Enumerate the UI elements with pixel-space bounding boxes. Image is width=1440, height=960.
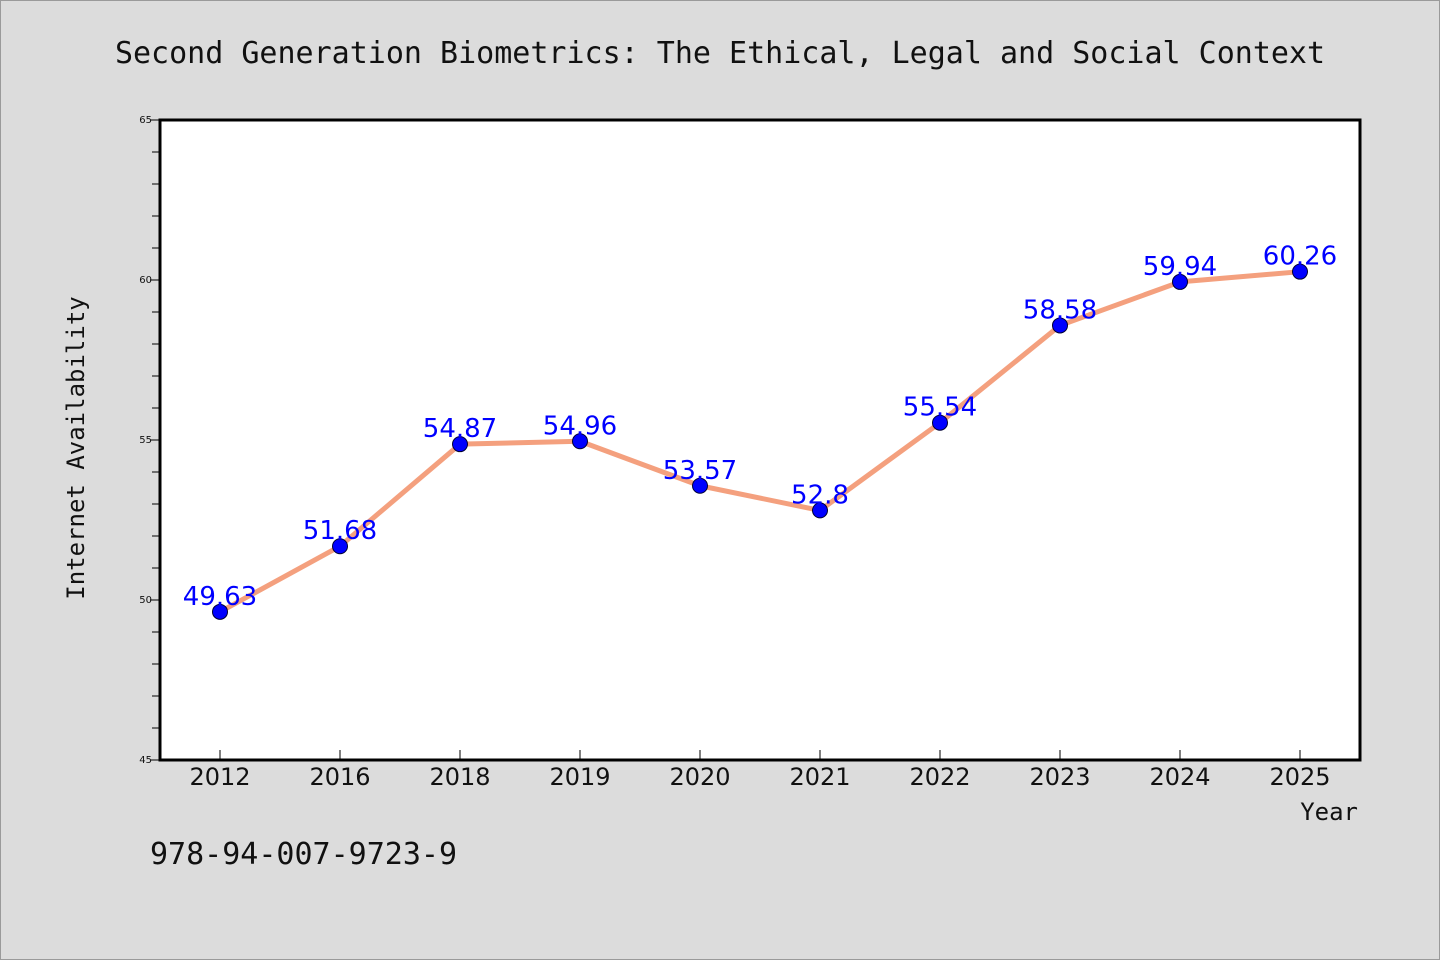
data-label: 54.87 bbox=[423, 414, 497, 444]
data-label: 52.8 bbox=[791, 480, 849, 510]
x-tick-label: 2025 bbox=[1269, 763, 1330, 791]
data-point bbox=[1292, 263, 1308, 280]
x-tick-label: 2023 bbox=[1029, 763, 1090, 791]
y-tick-label: 60 bbox=[139, 275, 152, 286]
series-markers bbox=[212, 263, 1308, 620]
isbn-text: 978-94-007-9723-9 bbox=[150, 837, 457, 872]
series-line bbox=[218, 269, 1301, 615]
data-labels: 49.63 51.68 54.87 54.96 53.57 52.8 55.54 58.58 5… bbox=[183, 242, 1337, 612]
data-label: 55.54 bbox=[903, 393, 977, 423]
data-label: 51.68 bbox=[303, 516, 377, 546]
y-axis: 45 50 55 60 65 bbox=[139, 115, 160, 766]
plot-area bbox=[158, 118, 1362, 762]
x-tick-label: 2020 bbox=[669, 763, 730, 791]
x-tick-label: 2012 bbox=[189, 763, 250, 791]
y-tick-label: 50 bbox=[139, 595, 152, 606]
data-label: 58.58 bbox=[1023, 295, 1097, 325]
data-point bbox=[212, 603, 228, 620]
x-tick-label: 2022 bbox=[909, 763, 970, 791]
data-label: 49.63 bbox=[183, 582, 257, 612]
data-label: 54.96 bbox=[543, 411, 617, 441]
data-point bbox=[1172, 273, 1188, 290]
data-label: 60.26 bbox=[1263, 242, 1337, 272]
x-tick-label: 2018 bbox=[429, 763, 490, 791]
data-point bbox=[692, 477, 708, 494]
data-point bbox=[932, 414, 948, 431]
data-point bbox=[1052, 317, 1068, 334]
data-point bbox=[452, 436, 468, 453]
data-point bbox=[572, 433, 588, 450]
data-label: 59.94 bbox=[1143, 252, 1217, 282]
data-point bbox=[812, 502, 828, 519]
y-axis-title: Internet Availability bbox=[62, 296, 90, 599]
x-tick-label: 2024 bbox=[1149, 763, 1210, 791]
data-point bbox=[332, 538, 348, 555]
x-tick-label: 2019 bbox=[549, 763, 610, 791]
chart-title: Second Generation Biometrics: The Ethica… bbox=[115, 36, 1325, 71]
y-tick-label: 45 bbox=[139, 755, 152, 766]
x-axis-title: Year bbox=[1300, 798, 1358, 826]
data-label: 53.57 bbox=[663, 456, 737, 486]
x-tick-label: 2016 bbox=[309, 763, 370, 791]
y-tick-label: 65 bbox=[139, 115, 152, 126]
x-tick-label: 2021 bbox=[789, 763, 850, 791]
y-tick-label: 55 bbox=[139, 435, 152, 446]
x-axis: 2012 2016 2018 2019 2020 2021 2022 2023 2024 2025 bbox=[189, 750, 1331, 791]
